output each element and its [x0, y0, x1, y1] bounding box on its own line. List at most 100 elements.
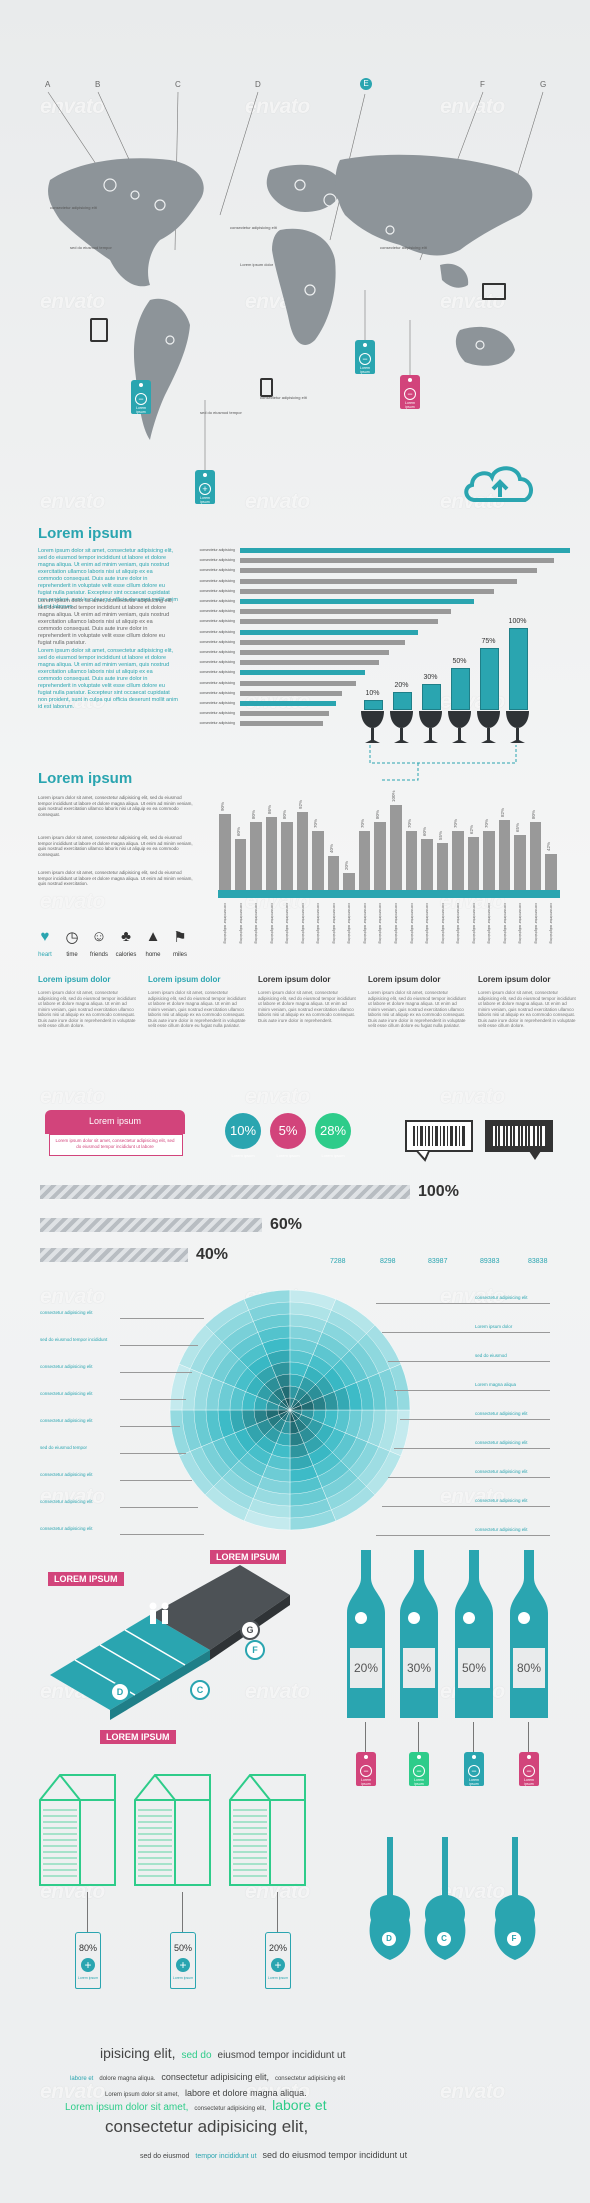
- barcode-icon: [405, 1120, 473, 1162]
- map-letter: B: [95, 80, 101, 89]
- wheel-left-label: consectetur adipisicing elit: [40, 1391, 93, 1396]
- map-label: sed do eiusmod tempor: [70, 245, 112, 250]
- hbar-row: consectetur adipisicing: [170, 660, 570, 666]
- hbar-label: consectetur adipisicing: [199, 568, 235, 573]
- percent-value: 10%: [229, 1123, 257, 1138]
- plus-icon: +: [176, 1958, 190, 1972]
- cloud-word: consectetur adipisicing elit,: [105, 2117, 309, 2136]
- hbar-row: consectetur adipisicing: [170, 690, 570, 697]
- column-text: Lorem ipsum dolor sit amet, consectetur …: [258, 990, 356, 1023]
- glass-bar: [480, 648, 499, 710]
- tag-label: Lorem ipsum: [136, 406, 146, 414]
- hbar-row: consectetur adipisicing: [170, 609, 570, 615]
- watermark-text: envato: [440, 1880, 505, 1903]
- vbar-category-label: consectetur adipisicing: [518, 903, 524, 944]
- wheel-right-label: consectetur adipisicing elit: [475, 1440, 528, 1445]
- hbar: [240, 639, 405, 645]
- glass-data-label: 20%: [394, 682, 409, 689]
- bottle-icon: [347, 1550, 385, 1718]
- vbar-category-label: consectetur adipisicing: [347, 903, 353, 944]
- glass-bar: [364, 700, 383, 710]
- plus-icon: +: [81, 1958, 95, 1972]
- tag-hole: [363, 343, 367, 347]
- glass-cup-icon: [506, 711, 529, 743]
- vbar-data-label: 90%: [220, 801, 225, 811]
- plus-icon: +: [271, 1958, 285, 1972]
- hbar: [240, 701, 336, 706]
- ribbon-text: Lorem ipsum dolor sit amet, consectetur …: [55, 1138, 175, 1149]
- hbar-label: consectetur adipisicing: [199, 558, 235, 563]
- vbar-category-label: consectetur adipisicing: [285, 903, 291, 944]
- wheel-leader-line: [120, 1372, 192, 1373]
- vbar-category-label: consectetur adipisicing: [533, 903, 539, 944]
- tag-string: [87, 1892, 88, 1932]
- vbar: [545, 854, 557, 890]
- hbar: [240, 599, 475, 604]
- carton-tag: 20% + Lorem ipsum: [265, 1932, 291, 1989]
- vbar: [529, 822, 542, 890]
- watermark-text: envato: [40, 1285, 105, 1308]
- wheel-leader-line: [120, 1426, 180, 1427]
- hbar-label: consectetur adipisicing: [199, 650, 235, 654]
- cloud-word: sed do eiusmod tempor incididunt ut: [262, 2150, 408, 2160]
- glass-bar: [393, 692, 412, 710]
- vbar-data-label: 86%: [266, 804, 272, 814]
- vbar-data-label: 70%: [453, 818, 459, 828]
- cloud-line: sed do eiusmod tempor incididunt ut sed do…: [140, 2145, 413, 2163]
- hbar-label: consectetur adipisicing: [199, 701, 235, 705]
- wheel-leader-line: [382, 1332, 550, 1333]
- tag-symbol-icon: −: [135, 393, 147, 405]
- hbar-label: consectetur adipisicing: [199, 578, 235, 583]
- vbar: [436, 843, 449, 890]
- minus-icon: −: [468, 1765, 480, 1777]
- hbar-label: consectetur adipisicing: [199, 711, 235, 716]
- map-letter: A: [45, 80, 51, 89]
- wheel-leader-line: [120, 1345, 198, 1346]
- vbar-data-label: 20%: [344, 860, 350, 870]
- glass-bar: [422, 684, 441, 710]
- vbar: [219, 813, 231, 890]
- vbar-category-label: consectetur adipisicing: [440, 903, 446, 944]
- wheel-right-label: consectetur adipisicing elit: [475, 1295, 528, 1300]
- vbar: [250, 822, 262, 890]
- carton-value: 80%: [79, 1943, 98, 1953]
- map-letter: E: [360, 78, 372, 90]
- stripe-value: 100%: [418, 1183, 459, 1200]
- hbar: [240, 721, 323, 727]
- vbar: [265, 816, 278, 890]
- watermark-text: envato: [245, 1085, 310, 1108]
- watermark-text: envato: [245, 490, 310, 513]
- map-label: consectetur adipisicing elit: [230, 225, 277, 230]
- wheel-leader-line: [120, 1399, 186, 1400]
- hbar-label: consectetur adipisicing: [199, 629, 235, 634]
- tag-string: [528, 1722, 529, 1752]
- vbar-data-label: 70%: [313, 818, 319, 828]
- hbar-label: consectetur adipisicing: [199, 588, 235, 593]
- stripe-bar: [40, 1218, 262, 1232]
- watermark-text: envato: [245, 1680, 310, 1703]
- glass-data-label: 50%: [452, 658, 467, 665]
- vbar-category-label: consectetur adipisicing: [316, 903, 322, 944]
- tag-string: [473, 1722, 474, 1752]
- wheel-left-label: consectetur adipisicing elit: [40, 1418, 93, 1423]
- miles-label: miles: [172, 952, 187, 958]
- wheel-number: 89383: [480, 1258, 500, 1265]
- tag-label: Lorem ipsum: [360, 366, 370, 374]
- column-text: Lorem ipsum dolor sit amet, consectetur …: [478, 990, 576, 1028]
- tag-string: [365, 1722, 366, 1752]
- hbar-row: consectetur adipisicing: [170, 588, 570, 595]
- wheel-right-label: consectetur adipisicing elit: [475, 1411, 528, 1416]
- hbar-row: consectetur adipisicing: [170, 548, 570, 554]
- wheel-right-label: consectetur adipisicing elit: [475, 1469, 528, 1474]
- phone-icon: [260, 378, 273, 397]
- watermark-text: envato: [40, 290, 105, 313]
- cloud-word: tempor incididunt ut: [195, 2153, 257, 2160]
- tag-label: Lorem ipsum: [405, 401, 415, 409]
- cloud-word: dolore magna aliqua.: [99, 2076, 156, 2082]
- wheel-left-label: sed do eiusmod tempor incididunt: [40, 1337, 108, 1342]
- tag-label: Lorem ipsum: [200, 496, 210, 504]
- bottle-value: 80%: [516, 1661, 542, 1675]
- wheel-leader-line: [388, 1477, 550, 1478]
- percent-circle: 28% Lorem ipsum: [315, 1113, 351, 1158]
